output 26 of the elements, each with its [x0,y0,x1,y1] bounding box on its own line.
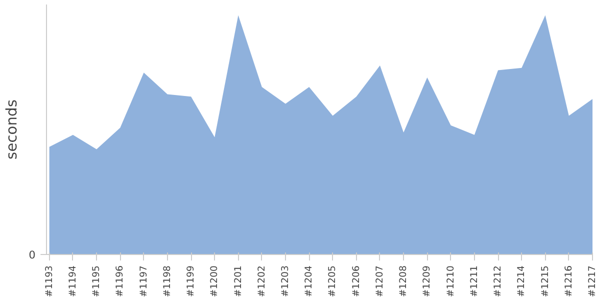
x-tick-label: #1209 [422,265,433,298]
x-tick-label: #1208 [398,265,410,298]
x-tick-label: #1207 [374,265,386,298]
x-tick-label: #1198 [162,265,173,298]
y-axis-title: seconds [4,100,21,160]
x-tick-label: #1216 [563,265,574,298]
x-tick-label: #1197 [138,265,150,298]
x-tick-label: #1210 [445,265,456,298]
x-tick-label: #1196 [114,265,126,298]
x-tick-label: #1194 [67,265,78,298]
x-tick-label: #1211 [468,265,480,298]
x-tick-label: #1195 [91,265,102,298]
x-tick-label: #1205 [327,265,338,298]
x-tick-label: #1201 [232,265,244,298]
x-tick-label: #1212 [492,265,504,298]
x-tick-label: #1199 [186,265,197,298]
x-tick-label: #1200 [209,265,220,298]
x-tick-label: #1206 [350,265,362,298]
x-tick-label: #1203 [280,265,291,298]
x-tick-label: #1193 [44,265,55,298]
x-tick-label: #1204 [304,265,315,298]
text: 0 [28,248,36,262]
x-tick-label: #1202 [256,265,268,298]
x-tick-label: #1214 [516,265,528,298]
x-tick-label: #1217 [587,265,598,298]
x-tick-label: #1215 [540,265,551,298]
